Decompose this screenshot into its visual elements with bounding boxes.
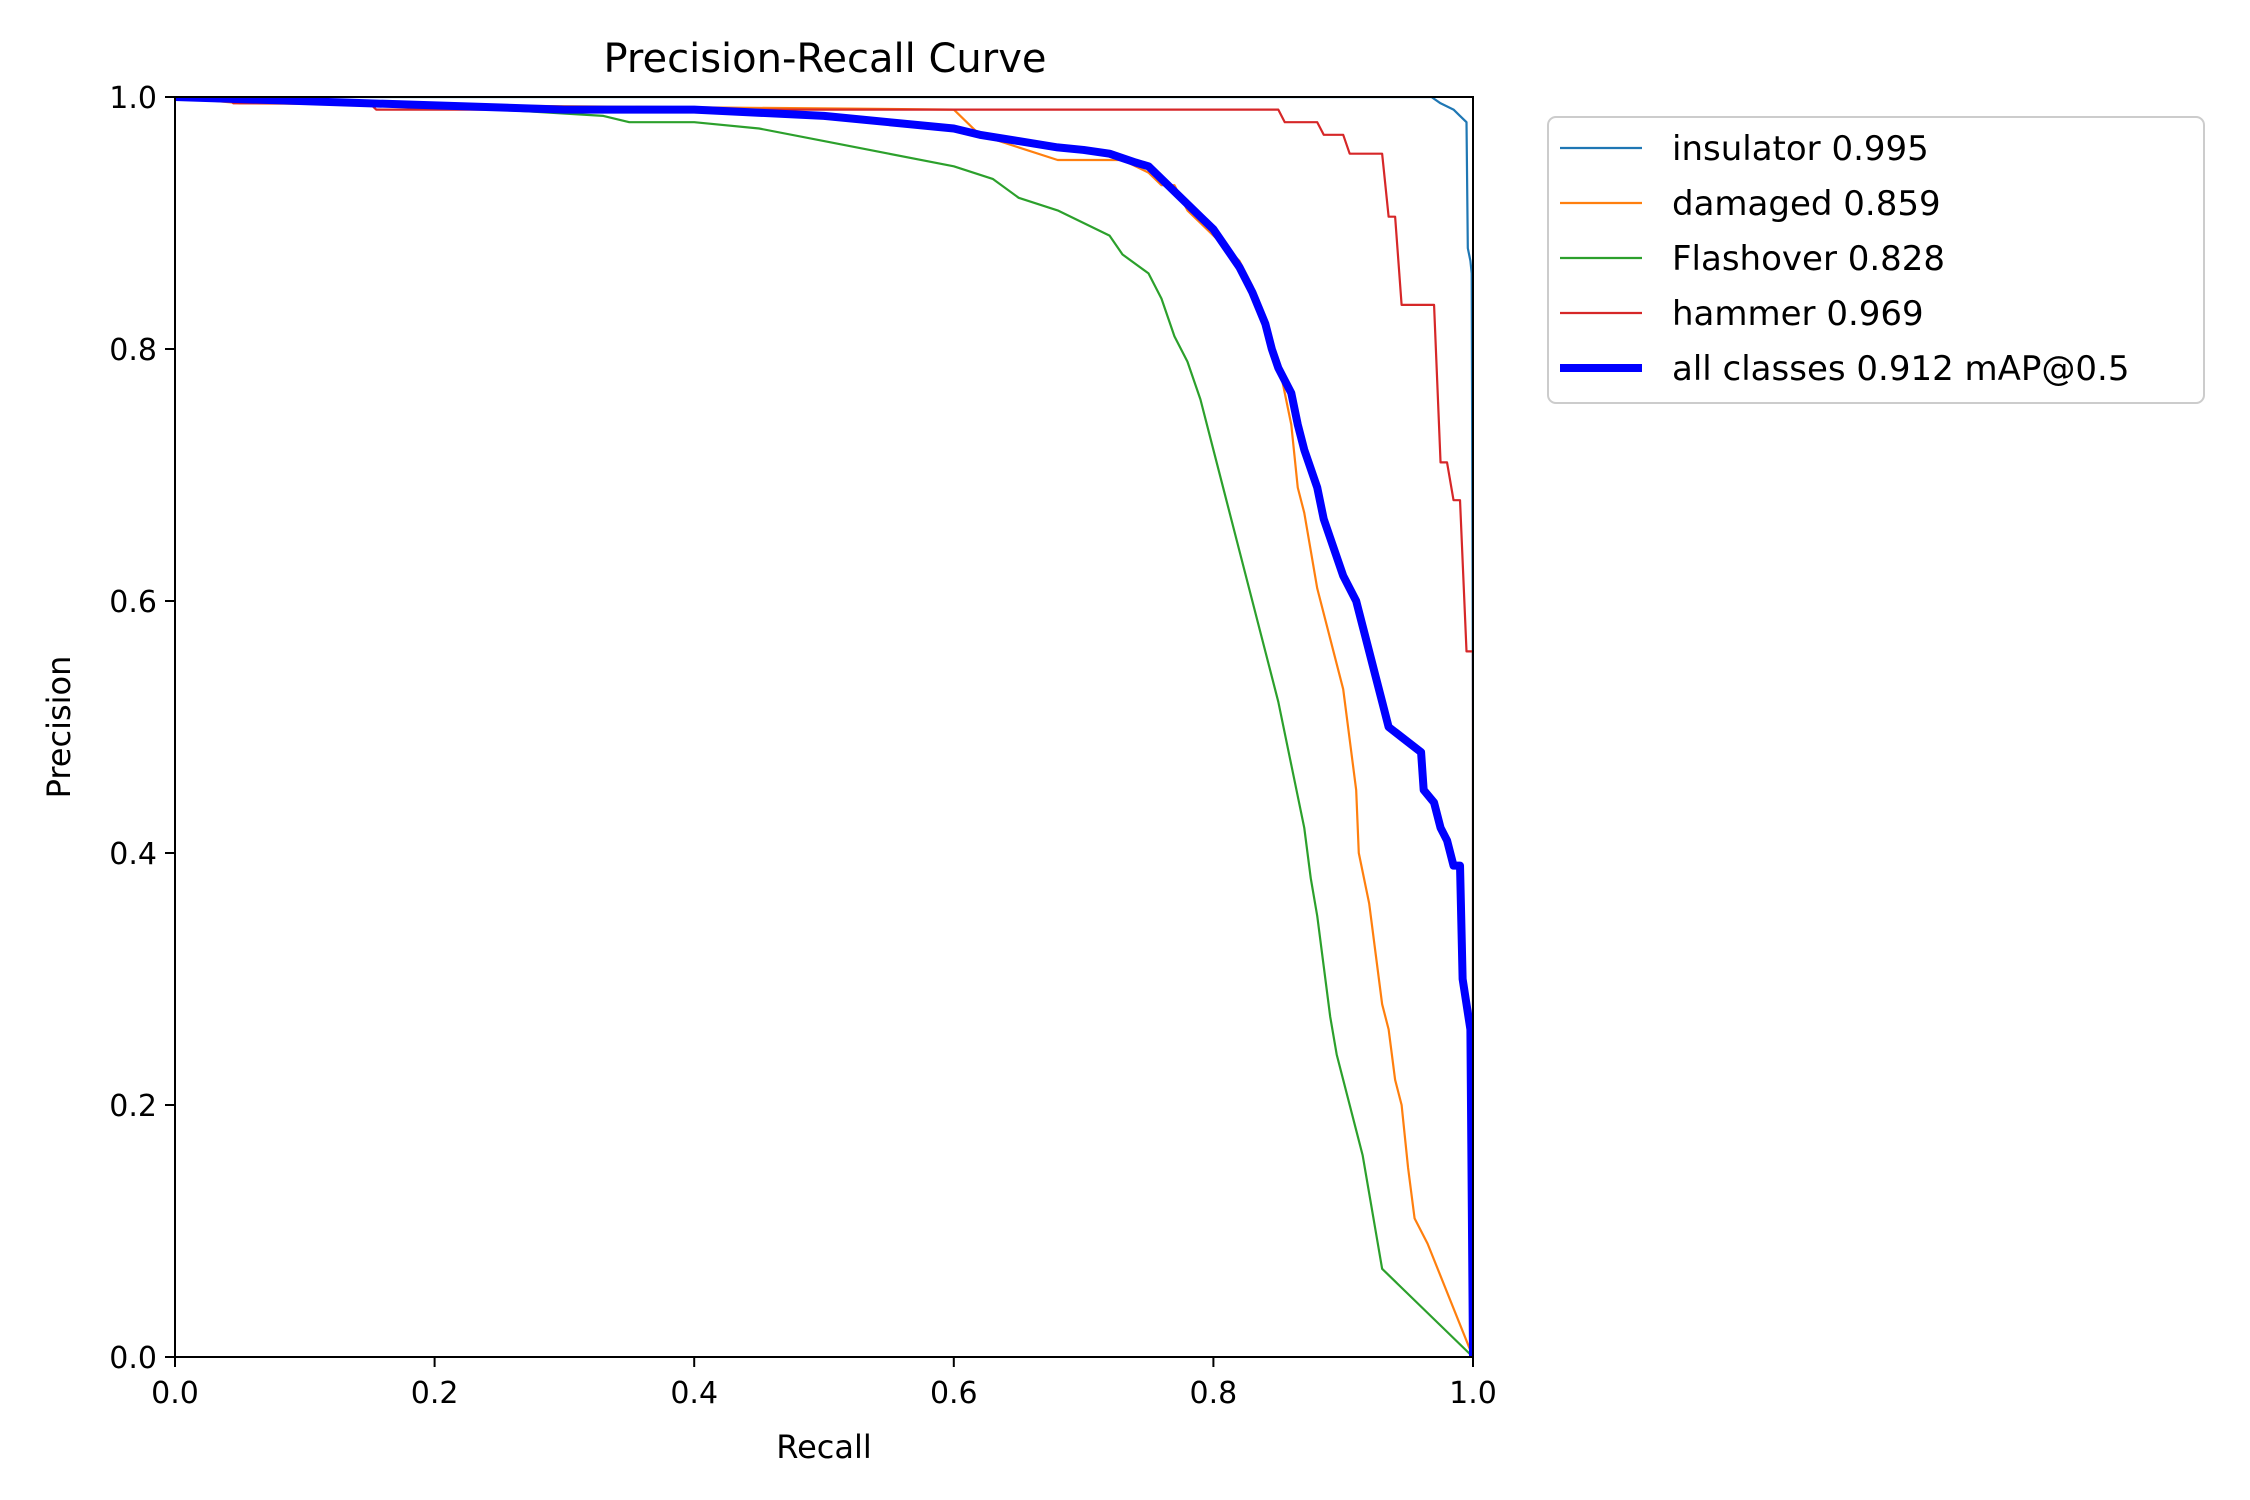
series-line-0 xyxy=(175,96,1474,1357)
x-tick-label: 1.0 xyxy=(1449,1376,1497,1411)
legend-entry-label: insulator 0.995 xyxy=(1672,129,1929,169)
legend-frame xyxy=(1547,116,2205,404)
series-line-4 xyxy=(174,96,1474,1358)
legend-entry-label: Flashover 0.828 xyxy=(1672,239,1945,279)
legend-entry-label: damaged 0.859 xyxy=(1672,184,1941,224)
chart-title: Precision-Recall Curve xyxy=(604,36,1047,82)
plot-area xyxy=(174,96,1474,1358)
y-tick-label: 0.4 xyxy=(109,837,157,872)
series-layer xyxy=(174,96,1474,1358)
legend-entry-label: hammer 0.969 xyxy=(1672,294,1924,334)
plot-frame xyxy=(174,96,1474,1358)
series-line-1 xyxy=(174,96,1474,1358)
x-tick-label: 0.0 xyxy=(151,1376,199,1411)
y-tick-label: 0.8 xyxy=(109,333,157,368)
x-tick-label: 0.8 xyxy=(1190,1376,1238,1411)
x-tick-label: 0.4 xyxy=(670,1376,718,1411)
y-tick-label: 0.0 xyxy=(109,1341,157,1376)
series-line-2 xyxy=(174,96,1474,1358)
y-tick-label: 1.0 xyxy=(109,81,157,116)
x-axis: 0.0 0.2 0.4 0.6 0.8 1.0 xyxy=(151,1357,1497,1411)
x-axis-label: Recall xyxy=(776,1428,871,1466)
y-axis: 0.0 0.2 0.4 0.6 0.8 1.0 xyxy=(109,81,175,1376)
legend-entry-label: all classes 0.912 mAP@0.5 xyxy=(1672,349,2129,389)
x-tick-label: 0.2 xyxy=(411,1376,459,1411)
legend: insulator 0.995 damaged 0.859 Flashover 0.… xyxy=(1547,116,2205,404)
x-tick-label: 0.6 xyxy=(930,1376,978,1411)
y-tick-label: 0.6 xyxy=(109,585,157,620)
y-tick-label: 0.2 xyxy=(109,1089,157,1124)
series-line-3 xyxy=(175,96,1474,1357)
y-axis-label: Precision xyxy=(40,656,78,799)
